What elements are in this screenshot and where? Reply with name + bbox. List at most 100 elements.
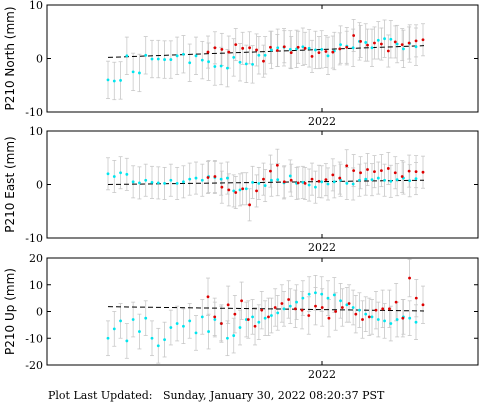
data-point-early bbox=[244, 187, 248, 191]
y-axis-label: P210 Up (mm) bbox=[3, 268, 17, 355]
data-point-early bbox=[370, 178, 374, 182]
data-point-early bbox=[144, 53, 148, 57]
data-point-early bbox=[244, 62, 248, 66]
data-point-early bbox=[163, 182, 166, 185]
data-point-early bbox=[307, 183, 311, 187]
data-point-recent bbox=[300, 308, 304, 312]
data-point-recent bbox=[327, 316, 331, 320]
data-point-recent bbox=[280, 302, 284, 305]
data-point-recent bbox=[361, 318, 364, 321]
data-point-recent bbox=[310, 54, 314, 58]
data-point-early bbox=[219, 64, 223, 68]
data-point-early bbox=[175, 54, 179, 58]
data-point-early bbox=[307, 292, 311, 296]
data-point-early bbox=[376, 318, 380, 321]
data-point-early bbox=[345, 182, 349, 185]
panel-1: -10 0 10 P210 North (mm) 2022 bbox=[3, 0, 479, 128]
data-point-early bbox=[232, 189, 236, 193]
data-point-early bbox=[301, 296, 305, 300]
data-point-recent bbox=[393, 171, 397, 175]
data-point-early bbox=[358, 308, 361, 312]
data-point-recent bbox=[220, 322, 223, 325]
data-point-recent bbox=[345, 45, 349, 49]
data-point-recent bbox=[421, 170, 425, 174]
data-point-recent bbox=[253, 324, 257, 328]
data-point-recent bbox=[408, 276, 411, 280]
data-point-recent bbox=[267, 315, 270, 319]
data-point-early bbox=[251, 180, 254, 184]
y-tick-label: 0 bbox=[36, 179, 43, 192]
data-point-recent bbox=[310, 177, 314, 181]
data-point-early bbox=[182, 180, 185, 184]
y-tick-label: -10 bbox=[25, 232, 43, 245]
data-point-recent bbox=[366, 43, 369, 47]
data-point-early bbox=[238, 326, 242, 329]
data-point-early bbox=[119, 171, 122, 175]
data-point-early bbox=[150, 57, 154, 61]
data-point-early bbox=[182, 324, 185, 328]
data-point-recent bbox=[275, 49, 279, 52]
data-point-recent bbox=[241, 46, 245, 50]
data-point-early bbox=[383, 319, 386, 323]
data-point-early bbox=[156, 344, 160, 348]
data-point-early bbox=[395, 318, 399, 321]
data-point-recent bbox=[393, 40, 397, 44]
data-point-early bbox=[119, 319, 122, 323]
data-point-recent bbox=[220, 185, 224, 189]
data-point-recent bbox=[352, 169, 356, 172]
data-point-early bbox=[402, 47, 405, 51]
data-point-early bbox=[326, 54, 330, 58]
data-point-recent bbox=[414, 39, 418, 43]
data-point-recent bbox=[241, 187, 245, 191]
data-point-recent bbox=[269, 169, 272, 173]
data-point-early bbox=[188, 319, 192, 323]
data-point-early bbox=[314, 185, 317, 189]
data-point-early bbox=[175, 322, 179, 325]
data-point-early bbox=[232, 56, 236, 59]
data-point-recent bbox=[234, 43, 238, 46]
data-point-early bbox=[194, 54, 198, 58]
data-point-early bbox=[301, 45, 305, 49]
data-point-early bbox=[408, 179, 412, 183]
data-point-early bbox=[200, 58, 204, 62]
data-point-recent bbox=[273, 306, 277, 309]
data-point-early bbox=[288, 304, 292, 308]
data-point-early bbox=[389, 37, 393, 41]
data-point-early bbox=[131, 318, 135, 321]
data-point-recent bbox=[366, 168, 369, 171]
plot-frame bbox=[46, 4, 479, 113]
data-point-early bbox=[112, 175, 116, 178]
data-point-early bbox=[376, 38, 380, 42]
data-point-recent bbox=[227, 188, 231, 192]
data-point-early bbox=[307, 46, 311, 50]
data-point-early bbox=[226, 176, 229, 180]
data-point-early bbox=[276, 46, 280, 50]
data-point-early bbox=[213, 65, 217, 68]
data-point-early bbox=[270, 178, 273, 182]
data-point-recent bbox=[421, 38, 425, 42]
data-point-early bbox=[270, 314, 273, 317]
data-point-early bbox=[194, 331, 198, 335]
plot-frame bbox=[46, 257, 479, 366]
data-point-early bbox=[276, 178, 280, 182]
data-point-early bbox=[226, 336, 229, 340]
data-point-early bbox=[144, 178, 148, 182]
data-point-recent bbox=[414, 170, 418, 174]
x-tick-label: 2022 bbox=[308, 241, 336, 254]
data-point-recent bbox=[345, 164, 349, 168]
y-tick-label: 10 bbox=[29, 0, 43, 12]
data-point-recent bbox=[386, 49, 390, 53]
data-point-early bbox=[244, 318, 248, 321]
data-point-early bbox=[351, 306, 355, 309]
data-point-early bbox=[163, 338, 166, 341]
data-point-early bbox=[263, 53, 267, 57]
data-point-early bbox=[232, 334, 236, 337]
data-point-early bbox=[414, 320, 418, 324]
data-point-early bbox=[326, 296, 330, 300]
data-point-recent bbox=[269, 45, 272, 49]
data-point-early bbox=[332, 180, 336, 184]
data-point-early bbox=[175, 182, 179, 185]
data-point-early bbox=[138, 330, 141, 333]
data-point-early bbox=[339, 299, 342, 303]
data-point-early bbox=[194, 176, 198, 180]
